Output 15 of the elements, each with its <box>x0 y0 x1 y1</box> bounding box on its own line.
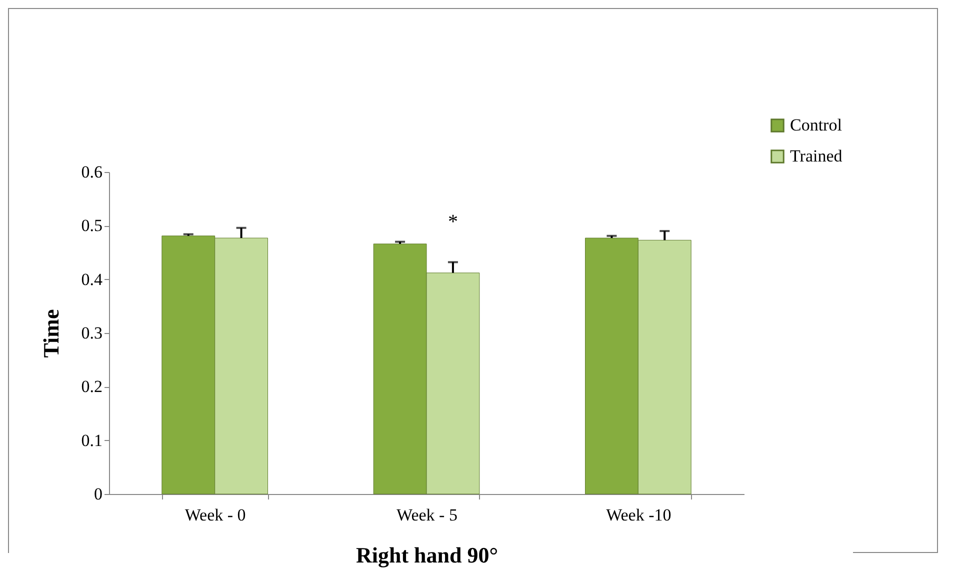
x-tick-label: Week -10 <box>606 506 672 524</box>
y-tick-label: 0.4 <box>81 270 103 289</box>
y-tick-label: 0 <box>94 484 102 504</box>
y-tick-label: 0.1 <box>81 430 102 450</box>
y-tick-label: 0.6 <box>81 162 102 182</box>
annotation: * <box>448 211 458 234</box>
x-axis-title: Right hand 90° <box>356 542 498 568</box>
y-tick-label: 0.3 <box>81 324 102 342</box>
y-tick-label: 0.5 <box>81 216 102 236</box>
legend-label: Control <box>790 116 842 134</box>
y-tick-label: 0.2 <box>81 377 102 396</box>
y-axis-title: Time <box>38 309 64 358</box>
x-tick-label: Week - 0 <box>184 506 246 524</box>
x-tick-label: Week - 5 <box>396 506 458 524</box>
legend-label: Trained <box>790 146 843 166</box>
